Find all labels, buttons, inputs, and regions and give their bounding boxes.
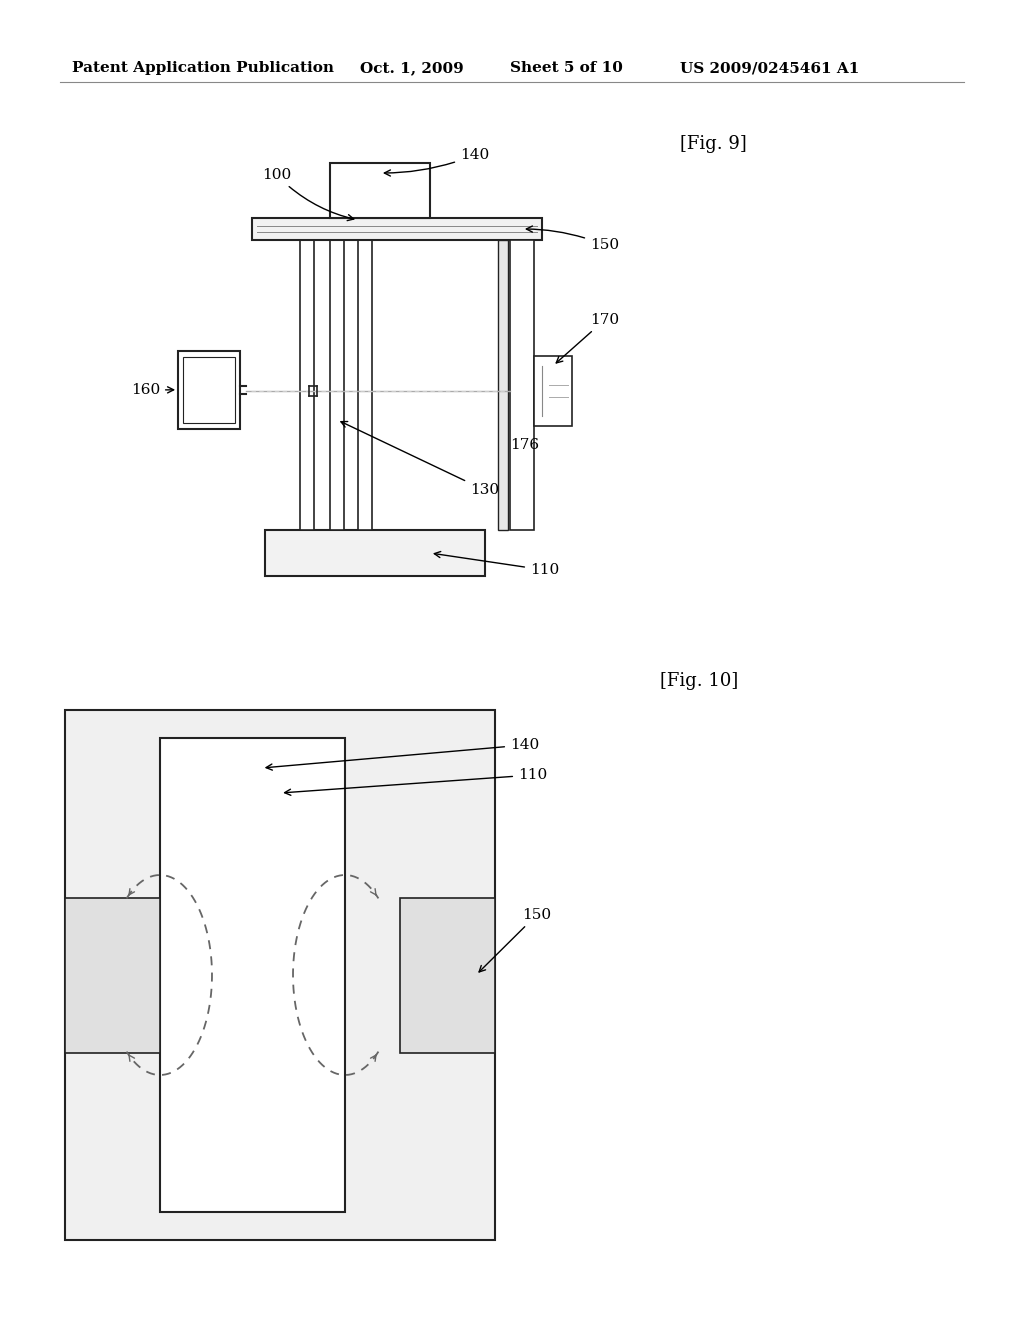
Text: 150: 150 [526,226,620,252]
Text: 140: 140 [266,738,540,770]
Text: 130: 130 [341,421,499,498]
Text: Patent Application Publication: Patent Application Publication [72,61,334,75]
Bar [160,738,345,1212]
Text: Sheet 5 of 10: Sheet 5 of 10 [510,61,623,75]
Bar [265,531,485,576]
Text: [Fig. 10]: [Fig. 10] [660,672,738,690]
Bar [178,351,240,429]
Text: 176: 176 [510,438,539,451]
Bar [510,240,534,531]
Text: US 2009/0245461 A1: US 2009/0245461 A1 [680,61,859,75]
Text: [Fig. 9]: [Fig. 9] [680,135,746,153]
Text: 160: 160 [131,383,174,397]
Text: 170: 170 [556,313,620,363]
Text: 140: 140 [384,148,489,176]
Bar [330,162,430,218]
Bar [252,218,542,240]
Bar [65,710,495,1239]
Bar [65,898,160,1052]
Bar [300,240,314,531]
Bar [400,898,495,1052]
Text: Oct. 1, 2009: Oct. 1, 2009 [360,61,464,75]
Bar [358,240,372,531]
Bar [330,240,344,531]
Text: 150: 150 [479,908,551,972]
Bar [534,356,572,426]
Text: 100: 100 [262,168,353,220]
Bar [183,356,234,422]
Text: 110: 110 [285,768,547,796]
Text: 110: 110 [434,552,559,577]
Bar [498,240,508,531]
